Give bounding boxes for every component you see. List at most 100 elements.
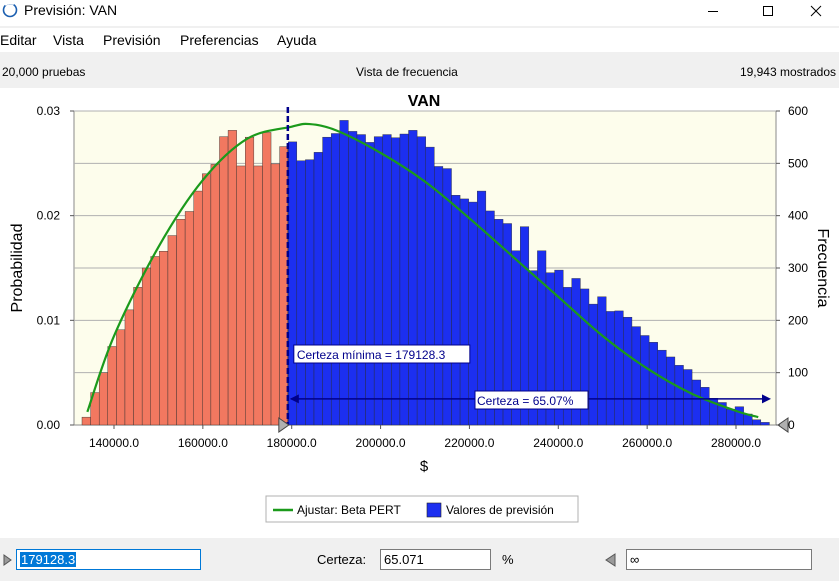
certainty-bar: 179128.3 Certeza: 65.071 % ∞ [0, 538, 839, 581]
histogram-bar [365, 142, 375, 426]
histogram-bar [631, 326, 641, 426]
histogram-bar [227, 130, 237, 426]
histogram-bar [107, 346, 117, 426]
arrow-right-head [762, 394, 771, 404]
right-axis-grabber-icon [777, 417, 789, 433]
right-value-input[interactable]: ∞ [626, 549, 812, 570]
histogram-bar [167, 235, 177, 426]
histogram-bar [150, 256, 160, 426]
y-right-tick-label: 0 [788, 418, 795, 432]
x-tick-label: 220000.0 [444, 436, 494, 450]
minimize-button[interactable] [690, 0, 736, 22]
histogram-bar [734, 406, 744, 426]
right-value-text: ∞ [630, 552, 640, 567]
histogram-bar [691, 379, 701, 426]
histogram-bar [623, 316, 633, 426]
y-right-tick-label: 500 [788, 156, 808, 170]
histogram-bar [313, 152, 323, 426]
histogram-bar [141, 267, 151, 426]
frequency-chart: Certeza mínima = 179128.3 Certeza = 65.07… [9, 93, 831, 523]
menu-bar: Editar Vista Previsión Preferencias Ayud… [0, 28, 839, 52]
menu-ayuda[interactable]: Ayuda [277, 32, 317, 48]
title-bar: Previsión: VAN [0, 0, 839, 26]
close-icon [810, 5, 822, 17]
x-tick-label: 240000.0 [533, 436, 583, 450]
histogram-bar [442, 168, 452, 426]
menu-editar[interactable]: Editar [0, 32, 37, 48]
histogram-bar [253, 165, 263, 426]
histogram-bar [605, 311, 615, 426]
histogram-bar [597, 296, 607, 426]
histogram-bar [382, 134, 392, 426]
histogram-bar [356, 134, 366, 426]
histogram-bar [98, 372, 108, 426]
histogram-bar [176, 219, 186, 426]
window-title: Previsión: VAN [24, 2, 118, 18]
trials-count: 20,000 pruebas [2, 65, 86, 79]
certainty-min-box [293, 344, 471, 364]
histogram-bar [657, 349, 667, 426]
right-grabber-icon[interactable] [605, 553, 616, 567]
fit-curve-line [86, 122, 759, 419]
y-right-tick-label: 600 [788, 104, 808, 118]
y-left-tick-label: 0.00 [37, 418, 61, 432]
x-tick-label: 160000.0 [178, 436, 228, 450]
x-tick-label: 200000.0 [356, 436, 406, 450]
histogram-bar [245, 136, 255, 426]
histogram-bar [752, 419, 762, 426]
histogram-bar [614, 310, 624, 426]
histogram-bar [210, 164, 220, 426]
left-grabber-icon[interactable] [3, 554, 12, 566]
shown-count: 19,943 mostrados [739, 65, 836, 79]
histogram-bar [434, 166, 444, 426]
menu-vista[interactable]: Vista [53, 32, 84, 48]
y-left-tick-label: 0.02 [37, 209, 61, 223]
histogram-bar [459, 198, 469, 426]
histogram-bar [322, 136, 332, 426]
histogram-bar [339, 120, 349, 426]
histogram-bar [236, 165, 246, 426]
histogram-bar [193, 190, 203, 426]
histogram-bar [700, 387, 710, 426]
menu-prevision[interactable]: Previsión [103, 32, 161, 48]
close-button[interactable] [793, 0, 839, 22]
histogram-bar [348, 131, 358, 426]
percent-label: % [502, 552, 514, 567]
x-tick-label: 260000.0 [622, 436, 672, 450]
y-right-tick-label: 300 [788, 261, 808, 275]
histogram-bar [296, 160, 306, 426]
maximize-icon [763, 6, 773, 16]
legend-bars-swatch [426, 502, 442, 518]
left-value-input[interactable]: 179128.3 [16, 549, 201, 570]
y-left-tick-label: 0.03 [37, 104, 61, 118]
y-left-axis-label: Probabilidad [9, 224, 26, 313]
certainty-value-text: 65.071 [384, 552, 424, 567]
chart-panel: Certeza mínima = 179128.3 Certeza = 65.07… [0, 88, 839, 538]
certainty-box [474, 390, 589, 410]
histogram-bar [451, 195, 461, 426]
certainty-input[interactable]: 65.071 [380, 549, 491, 570]
histogram-bar [666, 356, 676, 426]
histogram-bar [262, 132, 272, 426]
histogram-bar [202, 173, 212, 426]
chart-title: VAN [408, 93, 441, 110]
histogram-bar [270, 163, 280, 426]
histogram-bar [391, 137, 401, 426]
histogram-bar [184, 211, 194, 426]
histogram-bar [588, 303, 598, 426]
maximize-button[interactable] [745, 0, 791, 22]
histogram-bar [124, 309, 134, 426]
histogram-bar [116, 329, 126, 426]
histogram-bar [399, 133, 409, 426]
certainty-min-annotation: Certeza mínima = 179128.3 [297, 348, 446, 362]
info-bar: 20,000 pruebas Vista de frecuencia 19,94… [0, 58, 839, 89]
y-left-tick-label: 0.01 [37, 313, 61, 327]
histogram-bar [159, 251, 169, 426]
histogram-bar [133, 287, 143, 426]
menu-preferencias[interactable]: Preferencias [180, 32, 259, 48]
histogram-bar [760, 422, 770, 426]
view-mode-label: Vista de frecuencia [356, 65, 458, 79]
histogram-bar [726, 409, 736, 426]
legend-bars-label: Valores de previsión [446, 503, 554, 517]
legend-box [265, 495, 579, 523]
